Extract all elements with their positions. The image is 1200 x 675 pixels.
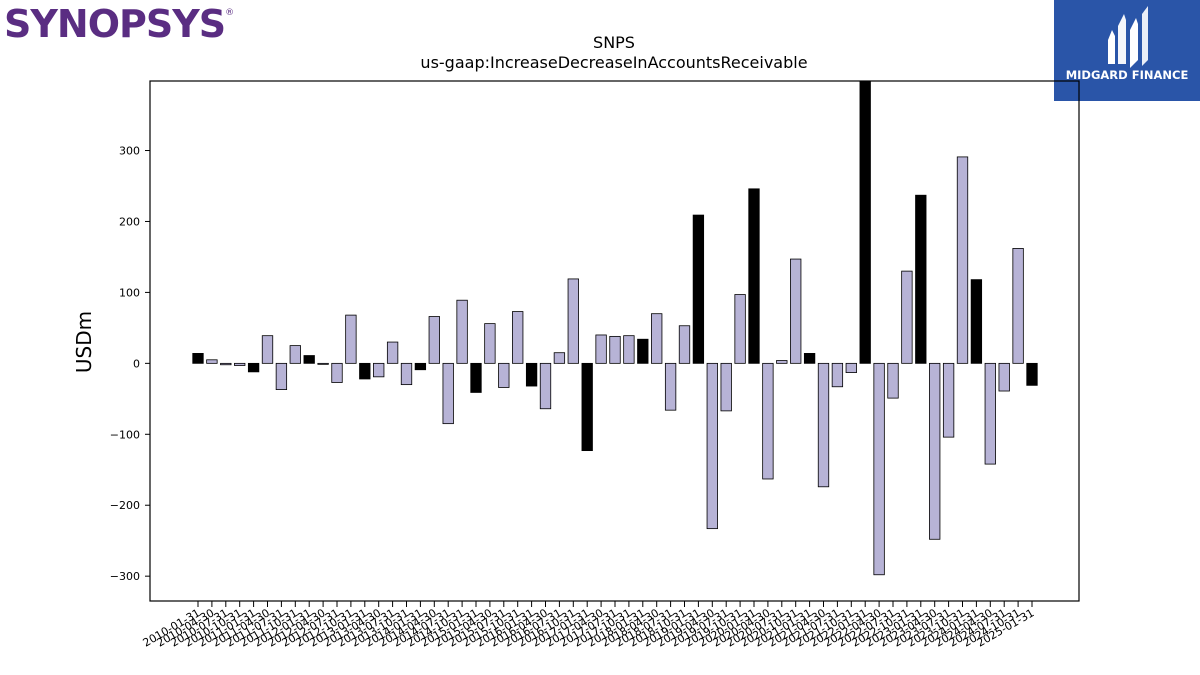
bar-2013-04-30 xyxy=(373,362,385,378)
bar-2010-04-30 xyxy=(206,359,218,364)
bar-2021-07-31 xyxy=(831,362,844,388)
bar-2011-07-31 xyxy=(275,362,288,391)
bar-2021-10-31 xyxy=(845,362,857,373)
bar-2023-04-30 xyxy=(929,362,941,540)
bar-2018-01-31 xyxy=(637,338,649,364)
bar-2011-04-30 xyxy=(261,335,274,364)
bar-2022-01-31 xyxy=(859,80,871,364)
bar-2017-04-30 xyxy=(595,334,607,364)
bar-2020-04-30 xyxy=(762,362,774,480)
bar-2012-04-30 xyxy=(317,362,329,365)
bar-2010-01-31 xyxy=(192,353,204,364)
y-tick-label: 300 xyxy=(119,145,140,158)
bar-2024-04-30 xyxy=(984,362,996,465)
y-tick-label: −300 xyxy=(110,570,140,583)
bar-2019-01-31 xyxy=(692,214,705,364)
bar-2022-07-31 xyxy=(887,362,899,399)
x-axis: 2010-01-312010-04-302010-07-312010-10-31… xyxy=(141,601,1037,650)
bar-2014-07-31 xyxy=(442,362,454,425)
plot-frame xyxy=(149,80,1080,602)
bar-2022-10-31 xyxy=(901,270,913,364)
bar-2024-01-31 xyxy=(970,279,983,364)
y-tick-label: 200 xyxy=(119,215,140,228)
bar-2013-01-31 xyxy=(359,362,371,380)
bar-2025-01-31 xyxy=(1026,362,1038,386)
y-axis: −300 −200 −100 0 100 200 300 xyxy=(110,145,150,583)
bar-2015-01-31 xyxy=(470,362,482,393)
registered-mark: ® xyxy=(225,8,234,18)
bar-2020-07-31 xyxy=(776,360,788,364)
bar-2019-10-31 xyxy=(734,294,746,364)
y-tick-label: −100 xyxy=(110,428,140,441)
bar-2011-01-31 xyxy=(247,362,260,373)
bar-2019-07-31 xyxy=(720,362,732,412)
bar-2018-07-31 xyxy=(664,362,677,411)
bar-2023-07-31 xyxy=(942,362,955,438)
bar-2017-07-31 xyxy=(609,335,621,364)
y-axis-label: USDm xyxy=(72,311,96,373)
bar-2021-04-30 xyxy=(817,362,830,488)
bar-2018-04-30 xyxy=(651,313,663,364)
midgard-monogram-icon xyxy=(1108,6,1148,68)
bar-2013-10-31 xyxy=(400,362,413,386)
bar-2014-01-31 xyxy=(414,362,427,371)
bar-2016-01-31 xyxy=(525,362,538,387)
bar-2016-10-31 xyxy=(567,278,579,364)
bar-2015-07-31 xyxy=(498,362,510,388)
bar-2014-04-30 xyxy=(428,316,440,364)
bar-2010-10-31 xyxy=(234,362,246,366)
bar-2019-04-30 xyxy=(706,362,718,530)
bar-2020-10-31 xyxy=(790,258,802,364)
bar-2022-04-30 xyxy=(873,362,885,576)
chart-subtitle: us-gaap:IncreaseDecreaseInAccountsReceiv… xyxy=(420,53,807,72)
y-tick-label: −200 xyxy=(110,499,140,512)
chart-title: SNPS xyxy=(593,33,635,52)
y-tick-label: 0 xyxy=(133,357,140,370)
midgard-finance-text: MIDGARD FINANCE xyxy=(1065,68,1189,82)
bar-2023-01-31 xyxy=(915,194,927,364)
bar-2015-04-30 xyxy=(484,323,496,364)
bar-2021-01-31 xyxy=(803,353,816,364)
bar-2015-10-31 xyxy=(512,311,524,364)
bar-2014-10-31 xyxy=(456,299,468,364)
bar-2024-10-31 xyxy=(1012,248,1024,364)
bar-2011-10-31 xyxy=(289,345,301,364)
bar-2017-10-31 xyxy=(623,335,635,364)
bars-group xyxy=(192,80,1038,576)
bar-2020-01-31 xyxy=(748,188,760,364)
bar-2017-01-31 xyxy=(581,362,593,452)
synopsys-logo-text: SYNOPSYS xyxy=(4,2,226,46)
bar-2016-07-31 xyxy=(553,352,566,364)
bar-2018-10-31 xyxy=(678,325,691,364)
bar-2012-07-31 xyxy=(331,362,343,383)
bar-2016-04-30 xyxy=(539,362,552,410)
bar-2024-07-31 xyxy=(998,362,1010,392)
bar-2010-07-31 xyxy=(220,362,232,366)
y-tick-label: 100 xyxy=(119,286,140,299)
midgard-finance-logo: MIDGARD FINANCE xyxy=(1054,0,1200,101)
bar-2012-10-31 xyxy=(345,314,357,364)
synopsys-logo: SYNOPSYS® xyxy=(4,2,234,46)
bar-2013-07-31 xyxy=(386,341,399,364)
bar-2012-01-31 xyxy=(303,355,315,364)
bar-2023-10-31 xyxy=(956,156,969,364)
